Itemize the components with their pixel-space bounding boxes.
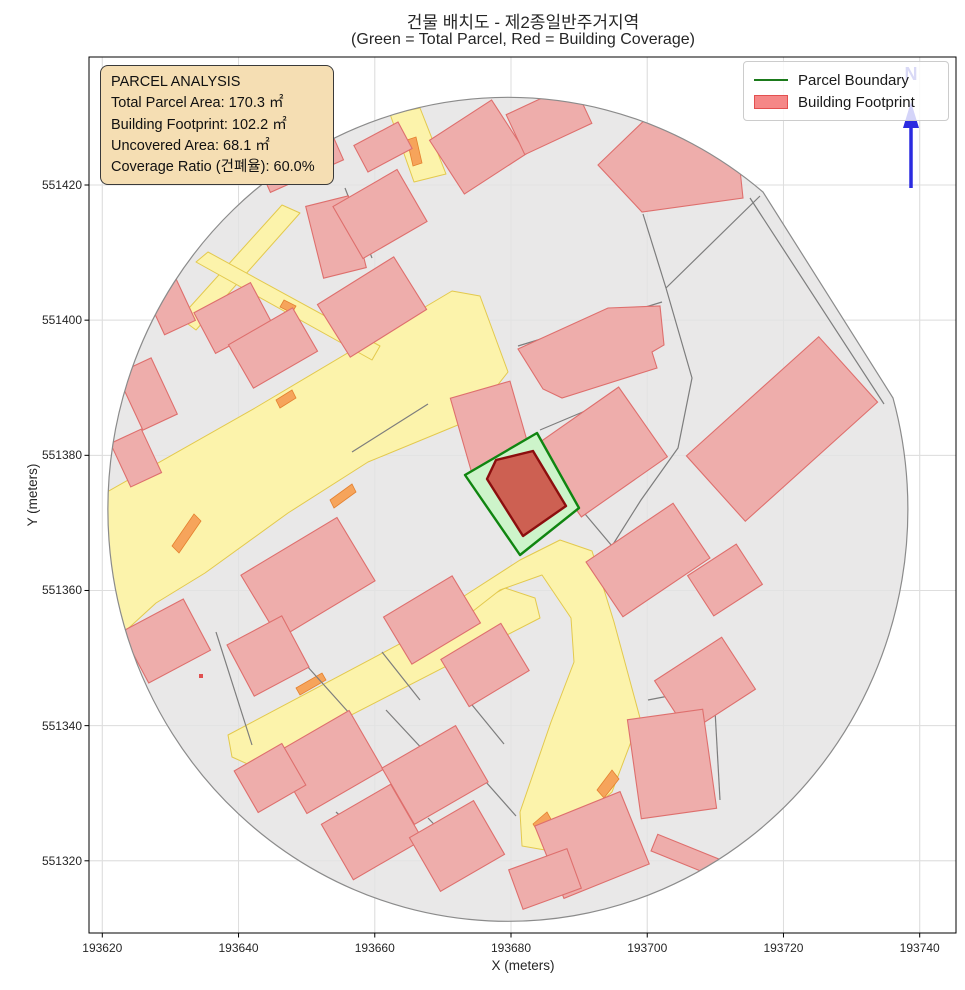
- building-footprint-swatch-icon: [754, 95, 788, 109]
- building-footprint: [653, 636, 757, 734]
- parcel-analysis-box: PARCEL ANALYSIS Total Parcel Area: 170.3…: [100, 65, 334, 186]
- y-tick-label: 551380: [41, 448, 82, 463]
- analysis-total-area: Total Parcel Area: 170.3 ㎡: [111, 95, 284, 112]
- road: [179, 204, 301, 331]
- building-footprint: [226, 615, 310, 697]
- parcel-line: [665, 195, 761, 289]
- road-edge-strip: [596, 769, 620, 799]
- building-footprint: [240, 516, 376, 640]
- road: [457, 539, 641, 851]
- building-footprint: [428, 99, 528, 195]
- building-footprint: [120, 598, 212, 684]
- building-footprint: [115, 357, 179, 431]
- building-footprint: [507, 847, 583, 911]
- legend-item-parcel-boundary: Parcel Boundary: [754, 69, 938, 91]
- parcel-boundary-line-icon: [754, 79, 788, 81]
- building-footprint: [233, 742, 307, 814]
- building-footprint: [353, 121, 413, 173]
- parcel-line: [642, 213, 667, 289]
- building-footprint: [320, 783, 424, 881]
- y-tick-label: 551340: [41, 718, 82, 733]
- analysis-title: PARCEL ANALYSIS: [111, 74, 241, 90]
- x-tick-label: 193700: [627, 941, 668, 955]
- building-footprint: [408, 799, 506, 893]
- chart-subtitle: (Green = Total Parcel, Red = Building Co…: [351, 31, 695, 48]
- building-footprint: [685, 335, 879, 523]
- building-footprint: [517, 305, 665, 399]
- parcel-line: [215, 631, 253, 746]
- x-tick-label: 193680: [490, 941, 532, 955]
- building-footprint: [382, 575, 482, 665]
- building-footprint: [626, 708, 718, 820]
- building-footprint: [109, 428, 163, 488]
- parcel-line: [749, 197, 885, 405]
- x-axis-label: X (meters): [491, 958, 555, 973]
- road-edge-strip: [406, 136, 423, 167]
- road-edge-strip: [171, 513, 202, 554]
- x-tick-label: 193740: [899, 941, 940, 955]
- road-edge-strip: [329, 483, 357, 509]
- chart-title: 건물 배치도 - 제2종일반주거지역: [406, 13, 640, 32]
- building-footprint: [332, 168, 428, 260]
- x-tick-label: 193640: [218, 941, 259, 955]
- analysis-footprint: Building Footprint: 102.2 ㎡: [111, 116, 287, 133]
- y-tick-label: 551360: [41, 583, 82, 598]
- x-tick-label: 193660: [354, 941, 395, 955]
- x-tick-label: 193720: [763, 941, 804, 955]
- y-tick-label: 551320: [41, 853, 82, 868]
- legend-label: Building Footprint: [798, 93, 915, 111]
- y-tick-label: 551400: [41, 313, 82, 328]
- parcel-line: [351, 403, 429, 453]
- highlight-building-footprint: [485, 449, 568, 538]
- parcel-line: [611, 287, 693, 547]
- building-footprint: [686, 543, 764, 617]
- legend-label: Parcel Boundary: [798, 71, 909, 89]
- small-structure: [199, 674, 203, 678]
- parcel-line: [381, 651, 421, 701]
- building-footprint: [440, 622, 530, 708]
- building-footprint: [585, 502, 711, 618]
- analysis-uncovered: Uncovered Area: 68.1 ㎡: [111, 137, 270, 154]
- analysis-coverage: Coverage Ratio (건폐율): 60.0%: [111, 159, 315, 176]
- legend-item-building-footprint: Building Footprint: [754, 91, 938, 113]
- parcel-line: [467, 699, 505, 745]
- plot-border: [88, 56, 957, 934]
- buffer-outline: [107, 96, 909, 922]
- x-tick-label: 193620: [82, 941, 123, 955]
- y-tick-label: 551420: [41, 178, 82, 192]
- building-footprint: [381, 724, 489, 826]
- legend: Parcel Boundary Building Footprint: [743, 61, 949, 121]
- road-edge-strip: [275, 389, 297, 409]
- building-footprint: [227, 307, 319, 389]
- building-footprint: [316, 256, 428, 358]
- tick-marks: [84, 184, 921, 938]
